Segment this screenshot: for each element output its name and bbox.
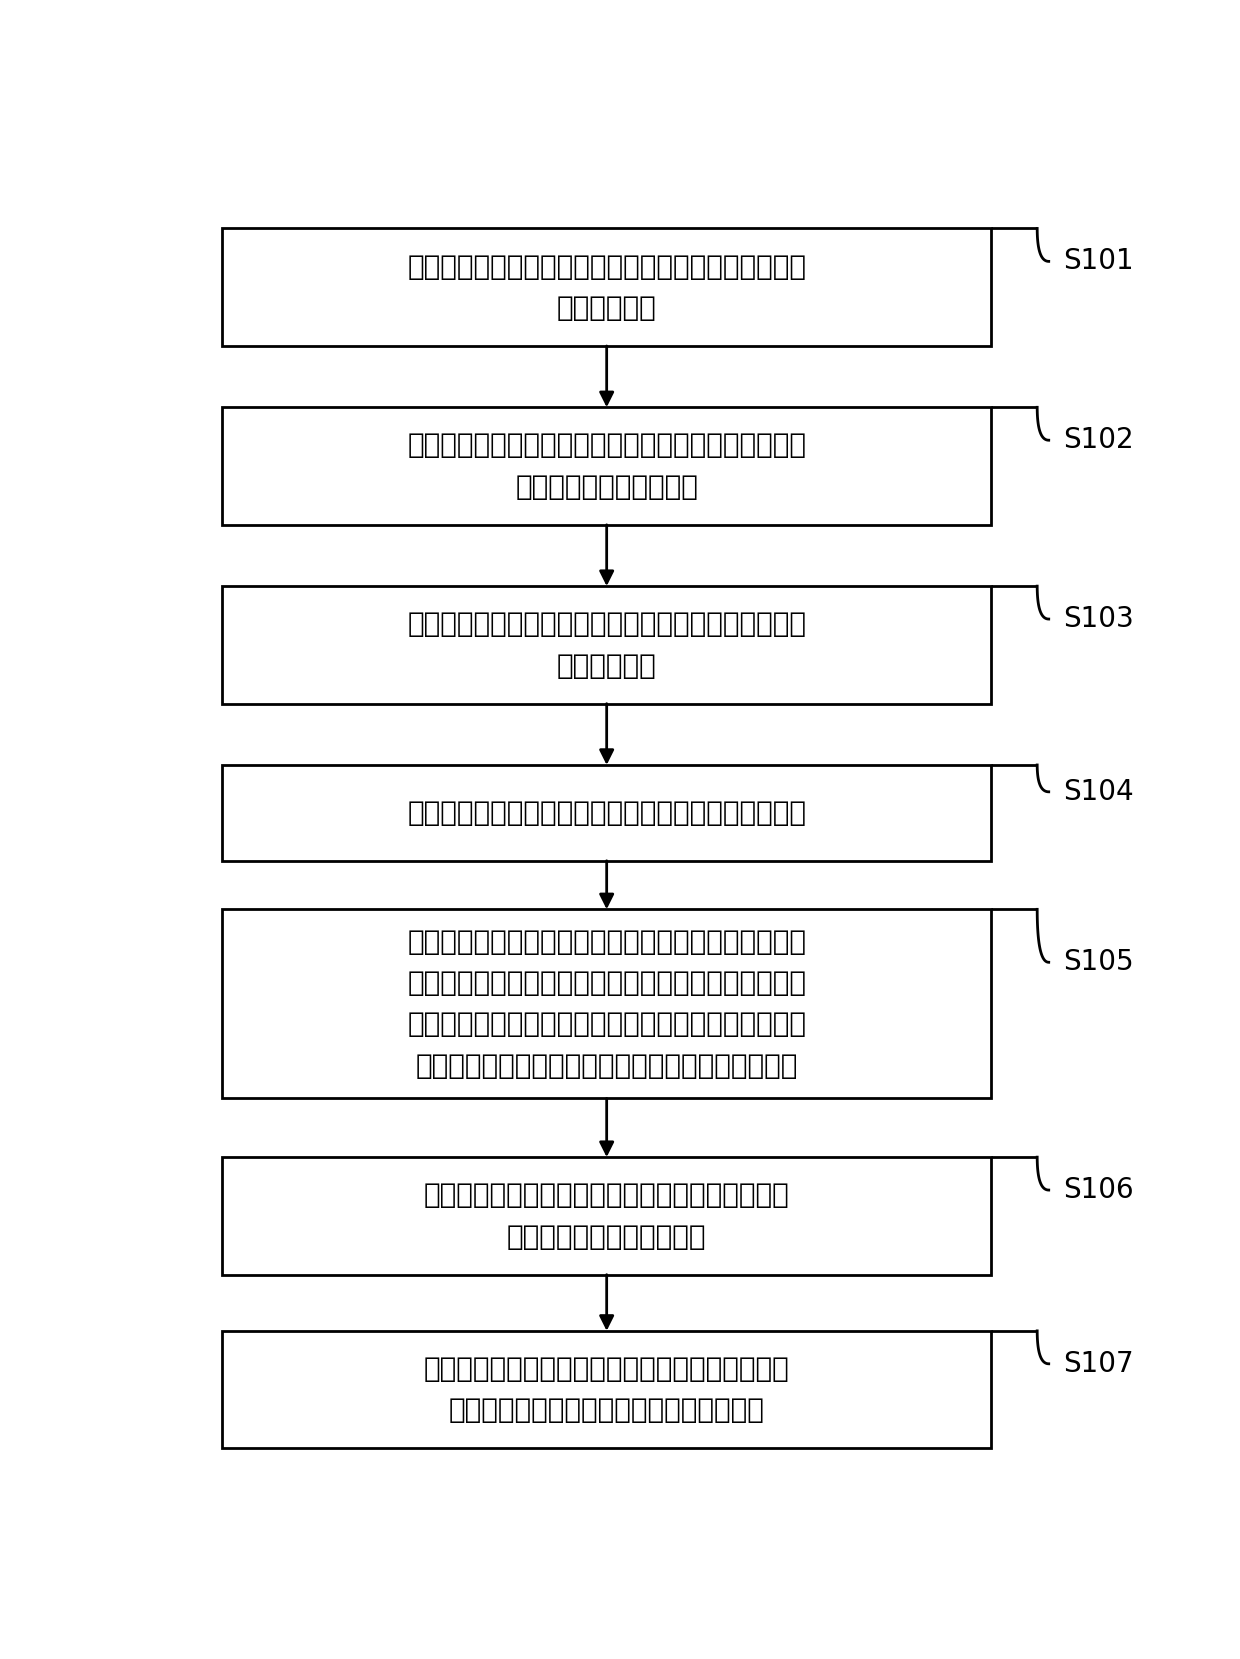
Text: S103: S103 — [1063, 606, 1133, 634]
Text: S105: S105 — [1063, 949, 1133, 975]
Bar — [222, 765, 991, 861]
Text: 计算第一时刻和第二时刻之间的光伏电站输出功率的最
大值与最小值，根据计算的最大值与最小值以及光伏装
机容量，计算光伏电站输出功率波动率；根据计算的波
动率，设定: 计算第一时刻和第二时刻之间的光伏电站输出功率的最 大值与最小值，根据计算的最大值… — [407, 927, 806, 1080]
Text: 获取第一时刻的光伏电站输出功率值和第一时刻的蓄电
池组荷电状态: 获取第一时刻的光伏电站输出功率值和第一时刻的蓄电 池组荷电状态 — [407, 252, 806, 322]
Bar — [222, 1158, 991, 1274]
Text: 根据比较结果确定控制储能系统第一时刻的充放电指令: 根据比较结果确定控制储能系统第一时刻的充放电指令 — [407, 800, 806, 826]
Bar — [222, 909, 991, 1098]
Bar — [222, 1331, 991, 1448]
Text: 比较第一时刻的光伏电站输出功率值与平滑后的光伏电
站并网参考值: 比较第一时刻的光伏电站输出功率值与平滑后的光伏电 站并网参考值 — [407, 611, 806, 680]
Text: S101: S101 — [1063, 247, 1133, 275]
Bar — [222, 408, 991, 524]
Bar — [222, 586, 991, 703]
Text: 根据波动率修正系数和蓄电池组荷电状态修正系数
，计算控制储能系统第一时刻的输出功率值: 根据波动率修正系数和蓄电池组荷电状态修正系数 ，计算控制储能系统第一时刻的输出功… — [424, 1355, 790, 1423]
Text: S104: S104 — [1063, 778, 1133, 806]
Text: 根据获取的第一时刻的光伏电站输出功率值，计算平滑
后的光伏电站并网参考值: 根据获取的第一时刻的光伏电站输出功率值，计算平滑 后的光伏电站并网参考值 — [407, 431, 806, 501]
Text: 根据获取的第一时刻的蓄电池组荷电状态，设定蓄
电池组荷电状态修正系数；: 根据获取的第一时刻的蓄电池组荷电状态，设定蓄 电池组荷电状态修正系数； — [424, 1181, 790, 1251]
Text: S106: S106 — [1063, 1176, 1133, 1204]
Text: S107: S107 — [1063, 1350, 1133, 1377]
Bar — [222, 229, 991, 347]
Text: S102: S102 — [1063, 426, 1133, 455]
